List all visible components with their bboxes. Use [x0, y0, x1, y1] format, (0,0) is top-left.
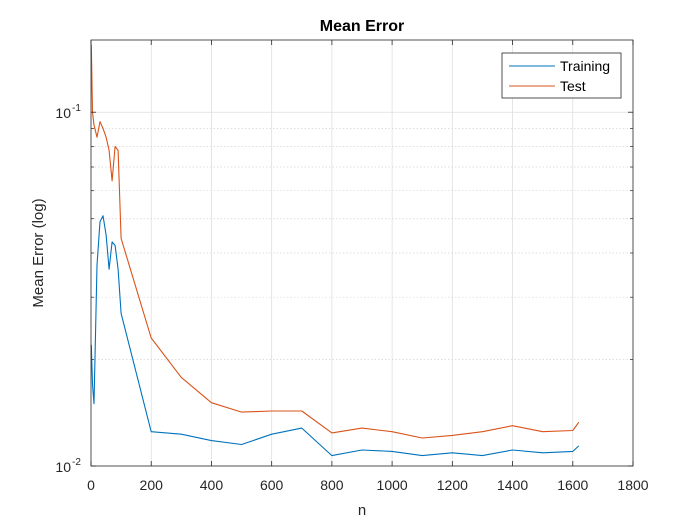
grid [91, 40, 633, 466]
series-line-training [90, 215, 580, 457]
x-axis-label: n [358, 502, 366, 519]
x-tick-label: 1200 [437, 477, 468, 493]
y-tick-label-exponent: -1 [72, 103, 81, 114]
legend: Training Test [501, 52, 622, 99]
legend-box [501, 52, 622, 99]
x-tick-label: 400 [200, 477, 224, 493]
x-tick-label: 1600 [557, 477, 588, 493]
y-tick-label: 10 [55, 459, 71, 475]
legend-label-training: Training [560, 58, 610, 74]
x-tick-label: 0 [87, 477, 95, 493]
x-tick-label: 800 [320, 477, 344, 493]
x-tick-label: 1000 [377, 477, 408, 493]
x-tick-label: 200 [140, 477, 164, 493]
y-tick-label-exponent: -2 [72, 457, 81, 468]
series-line-test [90, 44, 580, 439]
x-tick-label: 1800 [617, 477, 648, 493]
legend-label-test: Test [560, 78, 586, 94]
y-tick-label: 10 [55, 105, 71, 121]
x-tick-label: 600 [260, 477, 284, 493]
x-tick-label: 1400 [497, 477, 528, 493]
series-layer [90, 44, 580, 457]
y-axis-label: Mean Error (log) [30, 198, 47, 307]
chart-title: Mean Error [320, 18, 404, 35]
